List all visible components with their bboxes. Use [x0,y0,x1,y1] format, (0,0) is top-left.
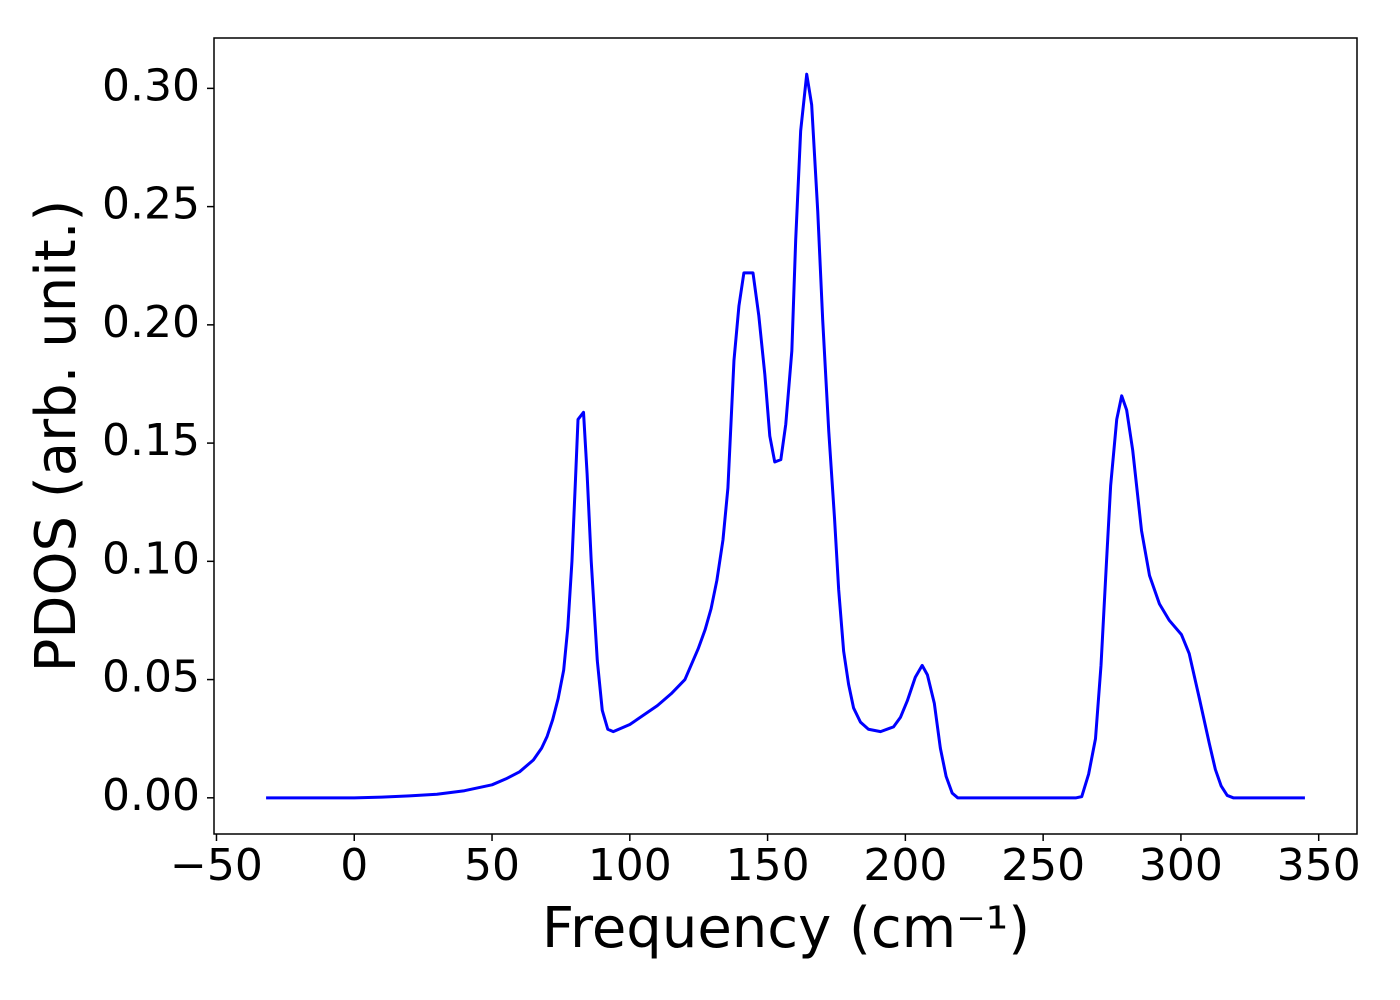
x-tick-label: −50 [170,840,263,891]
x-tick-label: 150 [726,840,810,891]
x-axis-label: Frequency (cm⁻¹) [542,896,1030,961]
x-tick-label: 100 [588,840,672,891]
x-tick-label: 250 [1001,840,1085,891]
data-line [266,72,1305,800]
y-tick-label: 0.05 [102,652,200,703]
y-tick-label: 0.00 [102,770,200,821]
y-tick-label: 0.30 [102,60,200,111]
x-tick-label: 300 [1139,840,1223,891]
y-axis-label: PDOS (arb. unit.) [24,200,89,673]
plot-frame [213,37,1358,835]
y-tick-label: 0.25 [102,179,200,230]
x-tick-label: 200 [863,840,947,891]
y-tick-label: 0.20 [102,297,200,348]
y-tick-label: 0.10 [102,533,200,584]
y-tick-label: 0.15 [102,415,200,466]
x-tick-label: 0 [340,840,368,891]
x-tick-label: 50 [464,840,520,891]
x-tick-label: 350 [1277,840,1361,891]
